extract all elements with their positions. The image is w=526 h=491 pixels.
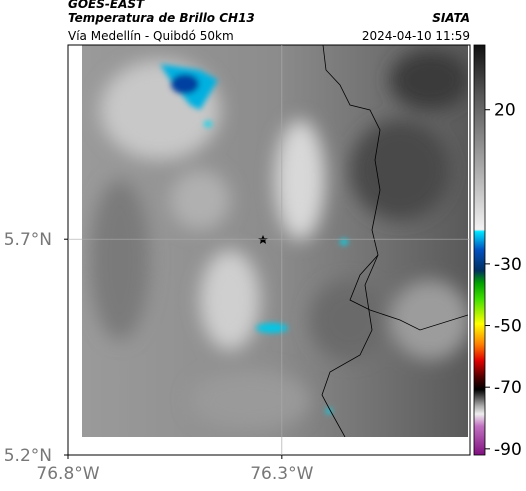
x-tick-label: 76.8°W bbox=[36, 464, 99, 484]
colorbar-tick-label: 20 bbox=[494, 101, 516, 121]
satellite-image bbox=[82, 45, 468, 437]
colorbar-tick-label: -70 bbox=[494, 378, 522, 398]
timestamp: 2024-04-10 11:59 bbox=[362, 29, 470, 43]
satellite-label: GOES-EAST bbox=[68, 0, 145, 11]
y-tick-label: 5.2°N bbox=[4, 446, 52, 466]
colorbar-tick-label: -90 bbox=[494, 440, 522, 460]
colorbar bbox=[473, 44, 486, 456]
x-tick-label: 76.3°W bbox=[250, 464, 313, 484]
route-label: Vía Medellín - Quibdó 50km bbox=[68, 29, 234, 43]
map-frame bbox=[67, 44, 471, 456]
y-tick-label: 5.7°N bbox=[4, 230, 52, 250]
source-label: SIATA bbox=[432, 11, 470, 25]
colorbar-tick-label: -30 bbox=[494, 255, 522, 275]
product-label: Temperatura de Brillo CH13 bbox=[68, 11, 255, 25]
colorbar-tick-label: -50 bbox=[494, 317, 522, 337]
